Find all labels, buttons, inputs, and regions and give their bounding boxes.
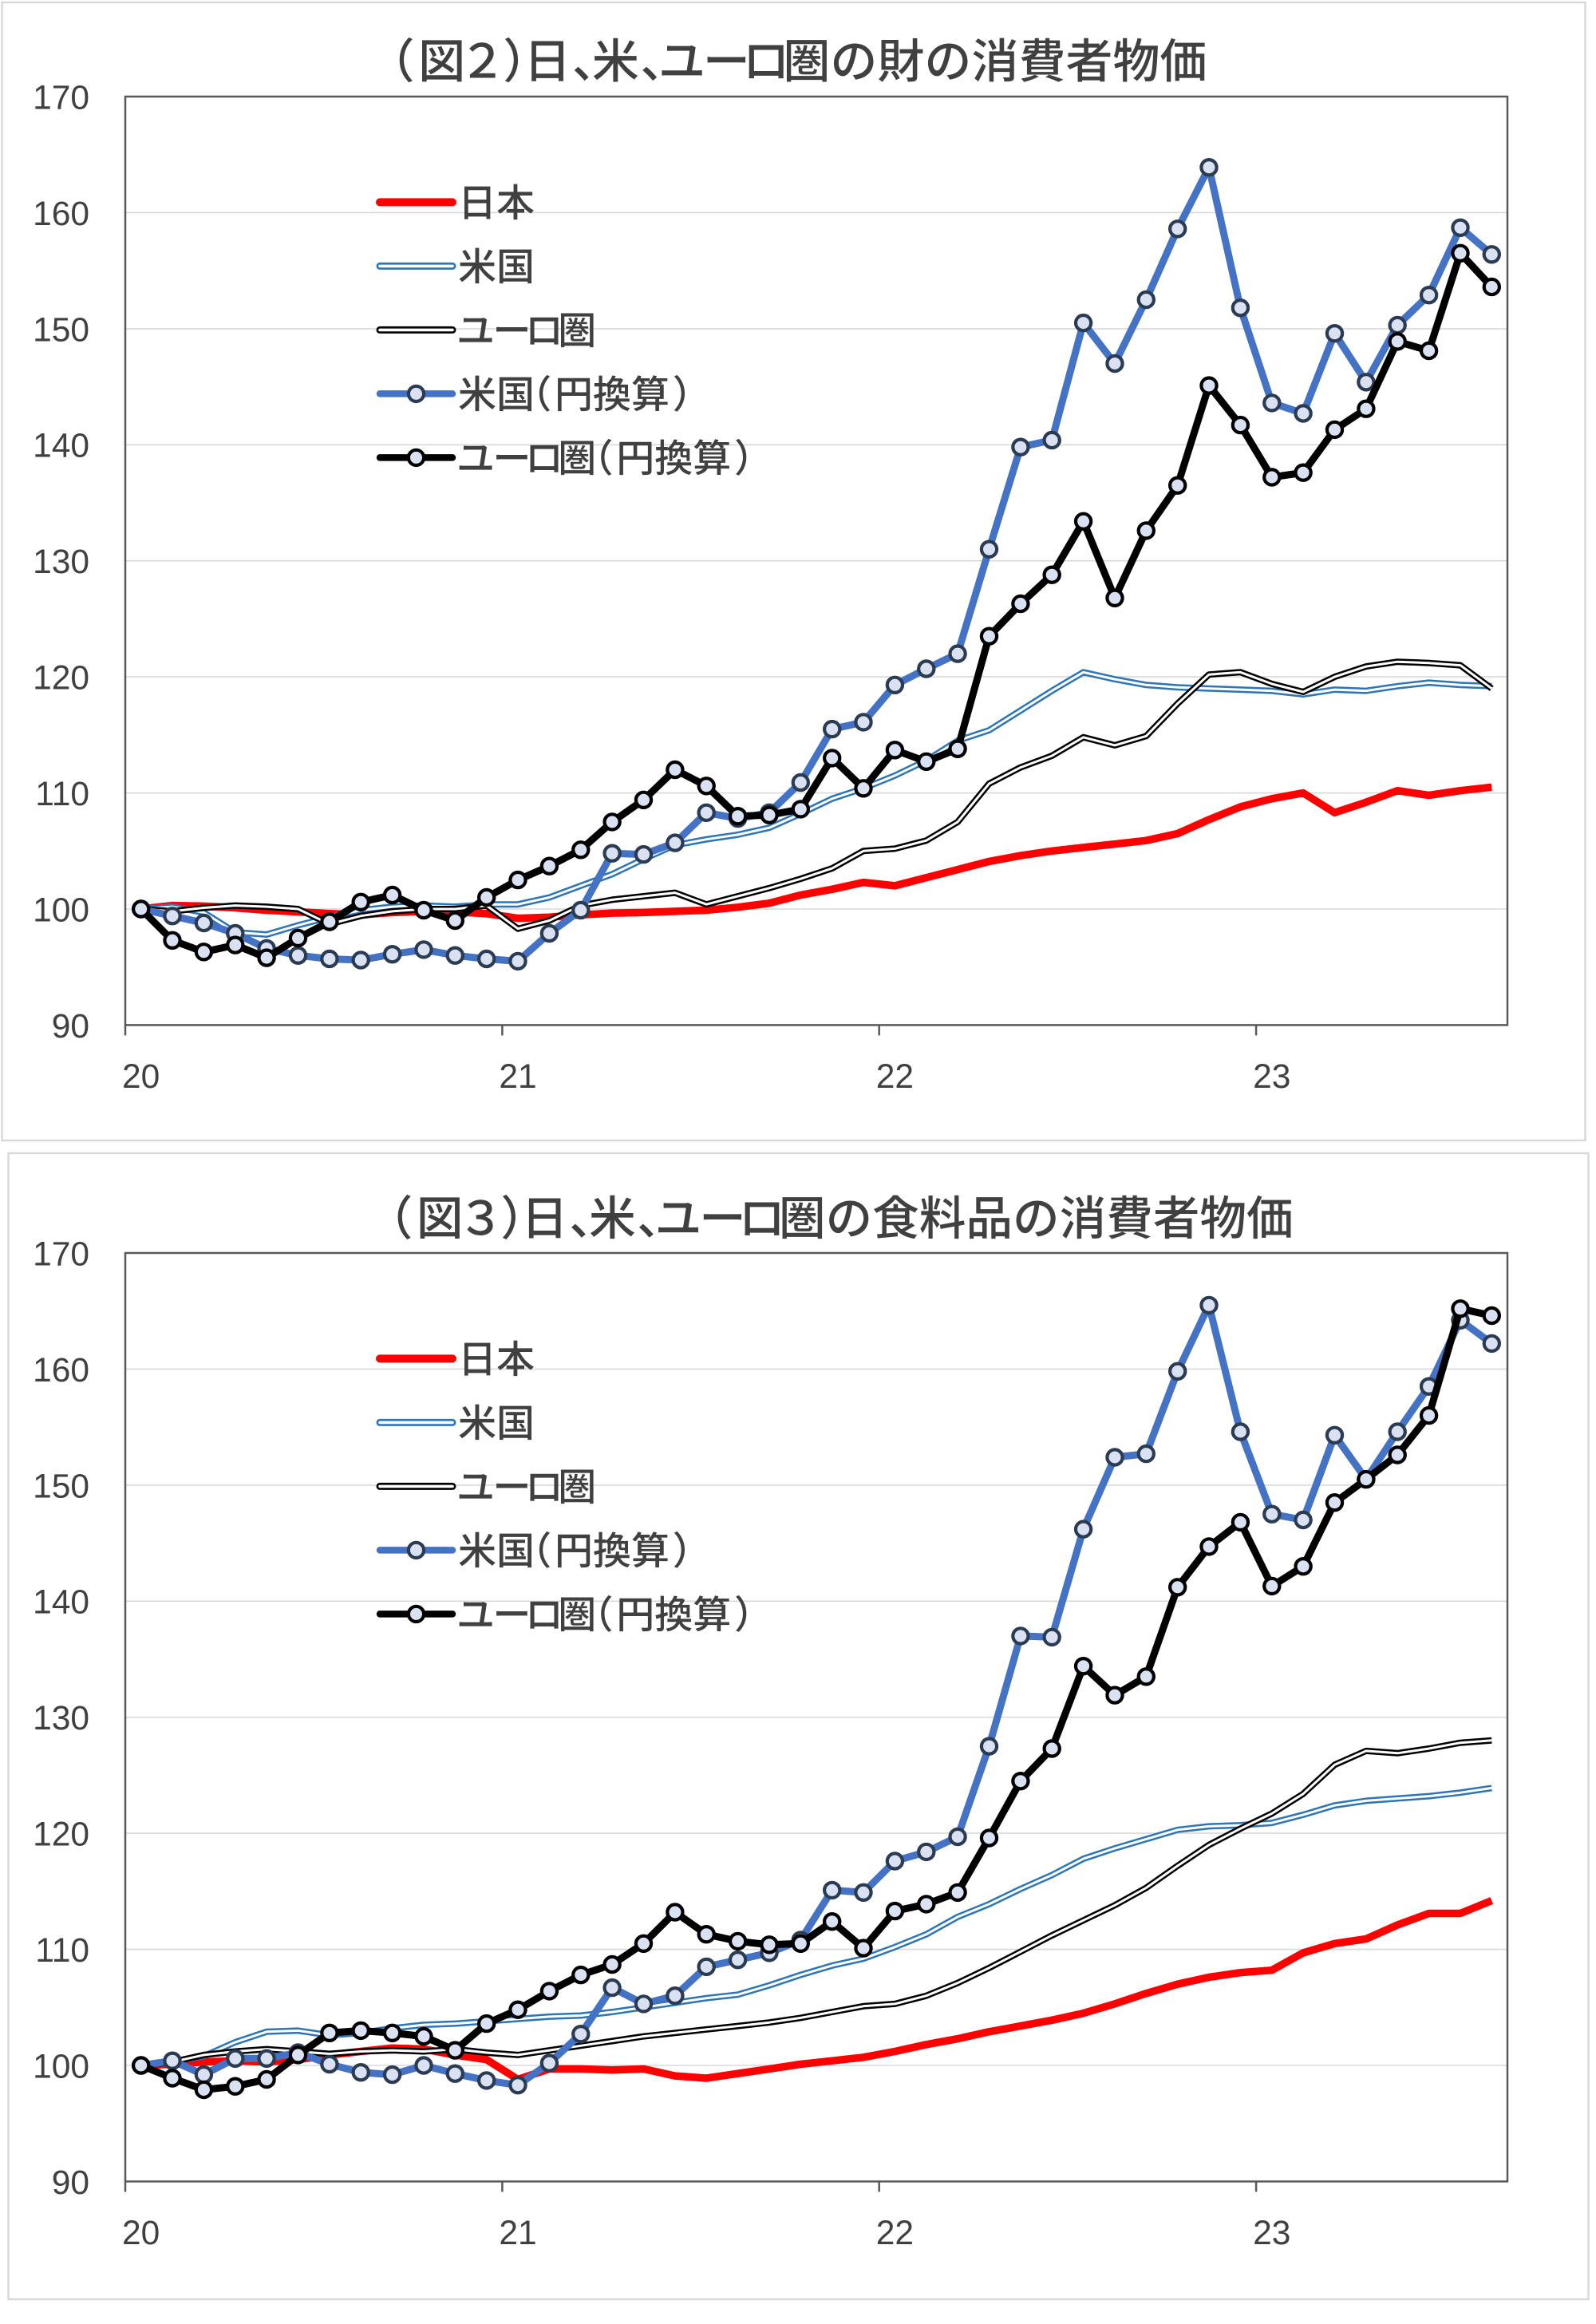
svg-text:22: 22 [876, 1058, 914, 1096]
svg-text:140: 140 [33, 428, 89, 465]
svg-text:20: 20 [122, 1058, 160, 1096]
svg-text:160: 160 [33, 196, 89, 233]
svg-text:23: 23 [1253, 2215, 1290, 2252]
svg-text:170: 170 [33, 1235, 89, 1273]
svg-text:120: 120 [33, 660, 89, 698]
svg-text:22: 22 [876, 2215, 914, 2252]
svg-text:150: 150 [33, 1468, 89, 1505]
svg-text:100: 100 [33, 891, 89, 929]
svg-text:23: 23 [1253, 1058, 1290, 1096]
svg-text:140: 140 [33, 1584, 89, 1622]
svg-text:130: 130 [33, 543, 89, 581]
svg-text:160: 160 [33, 1352, 89, 1389]
svg-text:21: 21 [499, 2215, 536, 2252]
svg-text:90: 90 [52, 2164, 89, 2202]
svg-text:170: 170 [33, 79, 89, 117]
svg-text:110: 110 [35, 776, 89, 813]
svg-text:100: 100 [33, 2048, 89, 2085]
svg-text:21: 21 [499, 1058, 536, 1096]
svg-text:90: 90 [52, 1008, 89, 1045]
svg-text:20: 20 [122, 2215, 160, 2252]
svg-text:120: 120 [33, 1816, 89, 1854]
svg-text:110: 110 [35, 1932, 89, 1970]
svg-text:150: 150 [33, 311, 89, 349]
svg-text:130: 130 [33, 1700, 89, 1737]
